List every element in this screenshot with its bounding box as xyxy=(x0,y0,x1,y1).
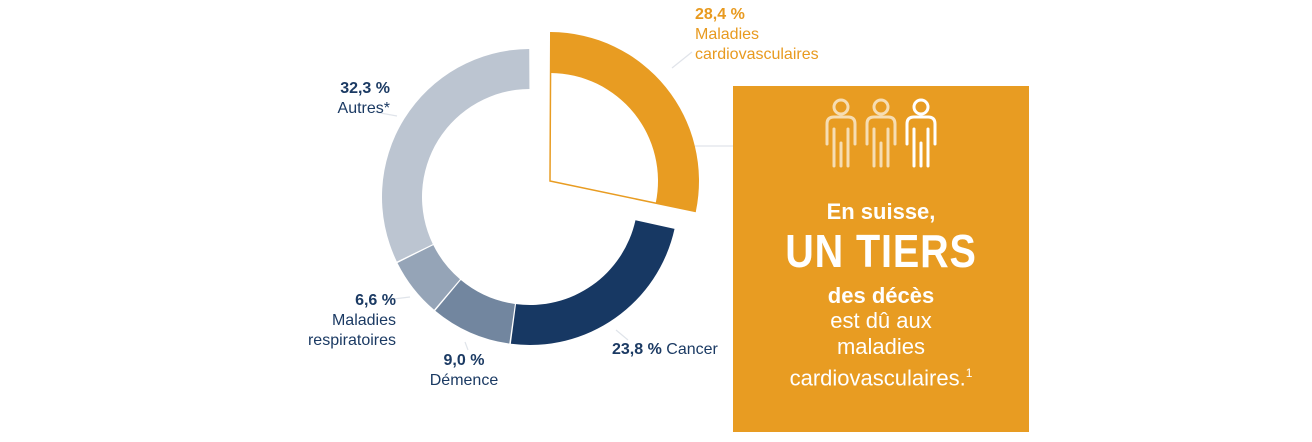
label-cardio: 28,4 % Maladies cardiovasculaires xyxy=(695,5,819,65)
label-autres-pct: 32,3 % xyxy=(340,80,390,97)
info-line-4b: maladies xyxy=(836,334,926,359)
info-box: En suisse, UN TIERS des décès est dû aux… xyxy=(733,86,1029,432)
slice-3 xyxy=(435,279,515,344)
person-icon-2 xyxy=(865,98,897,168)
info-headline: UN TIERS xyxy=(785,225,977,277)
footnote-ref: 1 xyxy=(965,366,973,380)
label-cancer-name: Cancer xyxy=(666,341,718,358)
info-line-4c: cardiovasculaires. xyxy=(789,365,966,391)
label-cardio-pct: 28,4 % xyxy=(695,6,745,23)
leader-demence xyxy=(464,341,469,351)
label-demence-name: Démence xyxy=(429,372,499,389)
label-demence-pct: 9,0 % xyxy=(443,352,485,369)
leader-autres xyxy=(374,111,398,117)
leader-resp xyxy=(384,296,411,301)
label-autres: 32,3 % Autres* xyxy=(290,79,390,119)
leader-cardio xyxy=(671,51,693,69)
label-resp-line1: Maladies xyxy=(331,312,396,329)
person-icon-3 xyxy=(905,98,937,168)
label-resp-pct: 6,6 % xyxy=(355,292,396,309)
label-cardio-line2: cardiovasculaires xyxy=(695,46,819,63)
slice-1 xyxy=(550,32,699,212)
label-cancer-pct: 23,8 % xyxy=(612,341,662,358)
info-line-4a: est dû aux xyxy=(830,308,932,333)
info-line-4: est dû aux maladies cardiovasculaires.1 xyxy=(733,308,1029,391)
people-icon xyxy=(825,98,937,168)
slice-4 xyxy=(397,245,461,310)
label-cardio-line1: Maladies xyxy=(695,26,760,43)
info-line-1: En suisse, xyxy=(826,199,936,224)
leader-cancer xyxy=(615,329,629,341)
slice-5 xyxy=(382,49,530,262)
info-line-3: des décès xyxy=(827,283,935,308)
person-icon-1 xyxy=(825,98,857,168)
label-cancer: 23,8 % Cancer xyxy=(612,340,718,360)
label-dementia: 9,0 % Démence xyxy=(404,351,524,391)
label-autres-name: Autres* xyxy=(337,100,390,117)
donut-slices xyxy=(382,31,699,345)
label-respiratory: 6,6 % Maladies respiratoires xyxy=(250,291,396,351)
label-resp-line2: respiratoires xyxy=(307,332,396,349)
slice-2 xyxy=(510,220,675,345)
leader-lines xyxy=(374,51,733,351)
slice-1-wedge-outline xyxy=(549,31,696,213)
info-line-4c-wrap: cardiovasculaires.1 xyxy=(733,360,1029,391)
